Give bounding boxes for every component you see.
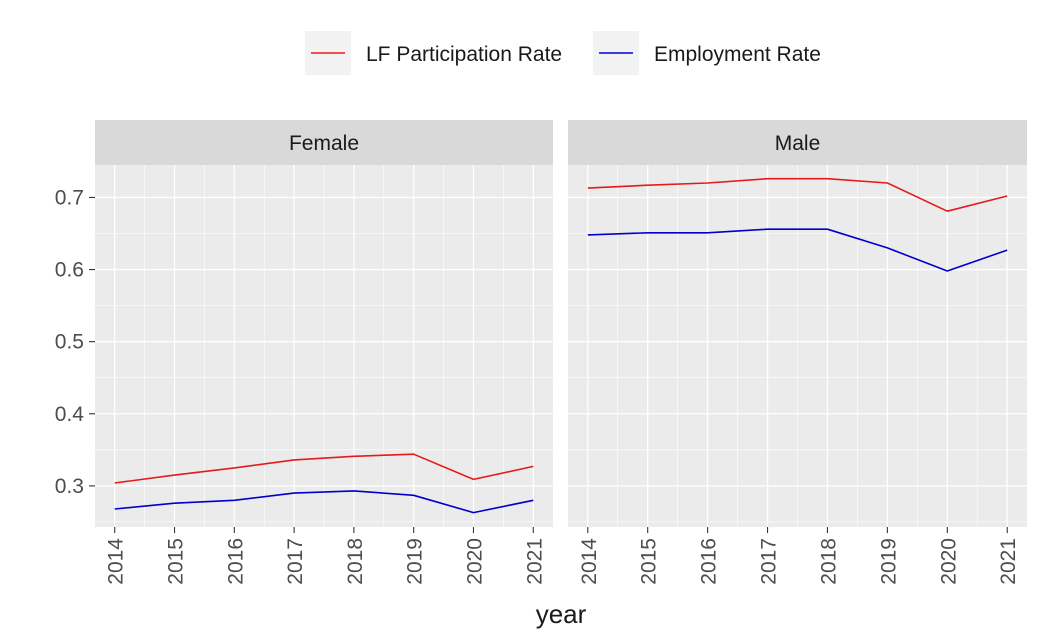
x-tick-label: 2015 <box>165 538 188 585</box>
y-tick-label: 0.5 <box>55 331 84 354</box>
legend-label-1: LF Participation Rate <box>366 43 562 66</box>
x-axis-title: year <box>536 599 587 629</box>
y-tick-label: 0.6 <box>55 259 84 282</box>
x-tick-label: 2018 <box>817 538 840 585</box>
x-tick-label: 2016 <box>698 538 721 585</box>
legend-label-2: Employment Rate <box>654 43 821 66</box>
x-tick-label: 2021 <box>523 538 546 585</box>
x-tick-label: 2020 <box>463 538 486 585</box>
facet-strip-label-1: Female <box>289 132 359 155</box>
facet-strip-label-2: Male <box>775 132 821 155</box>
x-tick-label: 2016 <box>224 538 247 585</box>
facet-strip-1 <box>95 120 553 165</box>
series-line-male-employment <box>587 228 1008 272</box>
y-tick-label: 0.3 <box>55 475 84 498</box>
series-line-female-employment <box>114 490 534 514</box>
series-line-female-lf-participation <box>114 453 534 484</box>
y-tick-label: 0.4 <box>55 403 85 426</box>
series-line-male-lf-participation <box>587 177 1008 212</box>
x-tick-label: 2021 <box>997 538 1020 585</box>
x-tick-label: 2017 <box>284 538 307 585</box>
y-tick-label: 0.7 <box>55 186 84 209</box>
x-tick-label: 2015 <box>638 538 661 585</box>
x-tick-label: 2014 <box>105 538 128 585</box>
x-tick-label: 2019 <box>877 538 900 585</box>
x-tick-label: 2017 <box>758 538 781 585</box>
x-tick-label: 2019 <box>404 538 427 585</box>
facet-strip-2 <box>568 120 1027 165</box>
x-tick-label: 2020 <box>937 538 960 585</box>
x-tick-label: 2014 <box>578 538 601 585</box>
x-tick-label: 2018 <box>344 538 367 585</box>
